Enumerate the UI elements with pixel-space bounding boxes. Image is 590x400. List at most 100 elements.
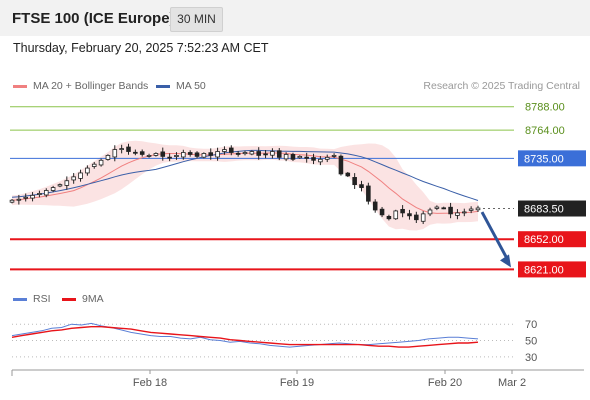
rsi-ma-line [11, 326, 479, 348]
rsi-ma-swatch [62, 297, 76, 301]
candle-down [379, 208, 385, 216]
legend-rsi: RSI [13, 293, 51, 305]
x-tick-label: Feb 18 [133, 377, 167, 389]
candle-up [201, 153, 207, 158]
ma20-swatch [13, 84, 27, 88]
level-label-bg-2 [518, 150, 586, 167]
candle-down [229, 147, 234, 153]
candle-down [126, 146, 131, 152]
candle-up [427, 209, 433, 215]
candle-down [400, 208, 405, 214]
candle-up [222, 149, 227, 152]
candle-down [386, 216, 392, 220]
forecast-arrow [480, 211, 510, 262]
candle-down [256, 151, 261, 156]
candle-up [475, 207, 481, 211]
candle-down [407, 213, 412, 217]
level-label-4: 8652.00 [524, 234, 564, 246]
candle-up [215, 151, 220, 158]
candle-up [331, 155, 337, 157]
candle-down [167, 156, 172, 159]
instrument-title: FTSE 100 (ICE Europe) [12, 10, 175, 27]
candle-up [85, 167, 90, 174]
legend-ma50-label: MA 50 [176, 80, 206, 92]
chart-timestamp: Thursday, February 20, 2025 7:52:23 AM C… [13, 41, 269, 55]
candle-down [133, 151, 138, 154]
forecast-arrow-head [500, 254, 511, 268]
candle-down [276, 150, 282, 158]
x-tick-label: Feb 20 [428, 377, 462, 389]
legend-rsi-ma: 9MA [62, 293, 104, 305]
candle-up [91, 163, 97, 167]
candle-up [318, 158, 323, 163]
last-price-label-bg [518, 200, 586, 217]
candle-up [153, 153, 159, 156]
candle-up [98, 159, 104, 166]
candle-up [455, 212, 460, 216]
legend-rsi-ma-label: 9MA [82, 293, 104, 305]
candle-down [366, 185, 371, 202]
level-label-5: 8621.00 [524, 264, 564, 276]
level-label-bg-5 [518, 261, 586, 278]
ma50-swatch [156, 84, 170, 88]
candle-down [414, 214, 419, 221]
candle-down [338, 155, 344, 175]
legend-ma50: MA 50 [156, 80, 206, 92]
rsi-swatch [13, 297, 27, 301]
last-price-label: 8683.50 [524, 204, 564, 216]
x-tick-label: Mar 2 [498, 377, 526, 389]
level-label-0: 8788.00 [525, 102, 565, 114]
rsi-tick-label: 30 [525, 352, 537, 364]
candle-up [462, 211, 467, 214]
candle-up [105, 155, 111, 160]
candle-up [119, 148, 124, 150]
candle-up [23, 196, 28, 199]
candle-up [297, 155, 303, 159]
candle-up [78, 172, 83, 179]
candle-down [448, 206, 453, 215]
candle-up [242, 152, 248, 155]
candle-down [187, 152, 193, 155]
candle-up [71, 176, 76, 181]
candle-up [57, 184, 63, 187]
legend-ma20-label: MA 20 + Bollinger Bands [33, 80, 149, 92]
candle-down [160, 151, 166, 157]
legend-rsi-label: RSI [33, 293, 51, 305]
candle-down [290, 154, 296, 160]
candle-up [181, 152, 186, 158]
candle-up [37, 193, 42, 195]
candle-up [468, 208, 474, 211]
candle-down [352, 177, 357, 186]
rsi-tick-label: 50 [525, 336, 537, 348]
candle-up [324, 156, 330, 160]
x-tick-label: Feb 19 [280, 377, 314, 389]
candle-up [249, 151, 255, 155]
candle-up [16, 198, 22, 201]
credit-text: Research © 2025 Trading Central [423, 80, 580, 92]
candle-up [64, 180, 70, 186]
candle-up [50, 187, 56, 191]
candle-down [359, 184, 364, 188]
candle-down [345, 172, 351, 177]
timeframe-button[interactable]: 30 MIN [170, 7, 223, 32]
legend-ma20: MA 20 + Bollinger Bands [13, 80, 148, 92]
candle-down [208, 152, 214, 156]
candle-up [43, 190, 49, 196]
candle-up [420, 213, 426, 222]
level-label-bg-4 [518, 231, 586, 248]
candle-up [393, 210, 399, 220]
candle-up [283, 154, 289, 160]
candle-up [146, 155, 152, 157]
candle-down [263, 153, 268, 156]
chart-header: FTSE 100 (ICE Europe) 30 MIN [0, 0, 590, 36]
candle-up [434, 206, 440, 209]
candle-down [194, 152, 200, 157]
candle-down [235, 152, 241, 155]
level-label-1: 8764.00 [525, 125, 565, 137]
candle-up [30, 194, 35, 199]
candle-up [9, 199, 15, 203]
rsi-line [11, 322, 479, 348]
candle-up [270, 151, 275, 156]
candle-up [112, 149, 118, 158]
